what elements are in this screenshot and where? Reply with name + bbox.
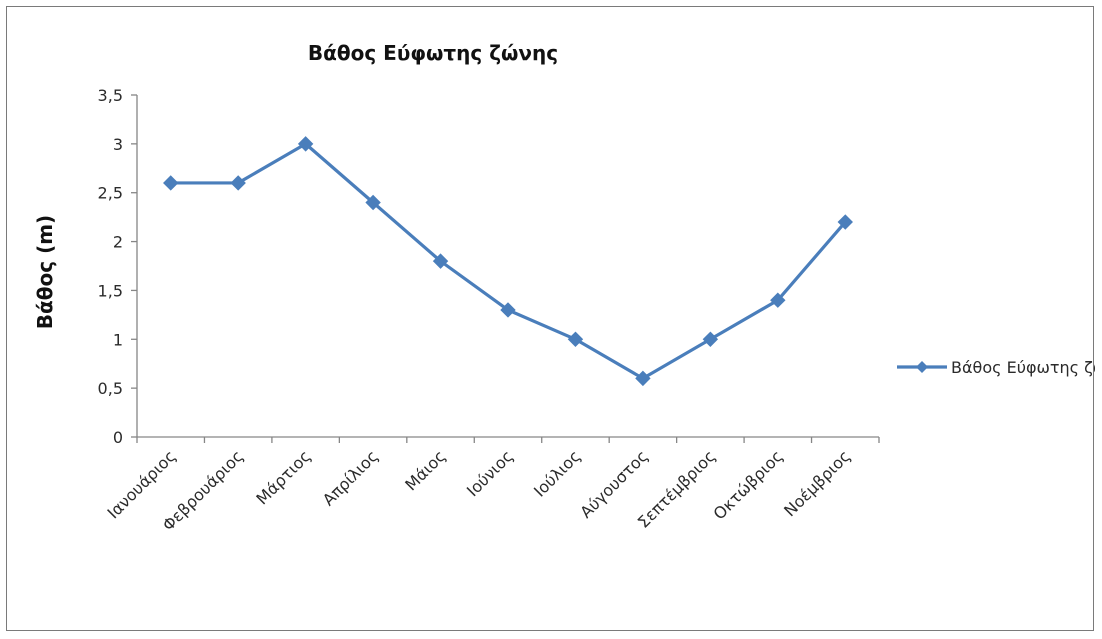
y-tick-label: 2 (113, 233, 123, 252)
data-point-marker (635, 370, 651, 387)
y-tick-label: 3,5 (98, 86, 123, 105)
y-tick-label: 1,5 (98, 281, 123, 300)
data-point-marker (837, 214, 853, 230)
data-point-marker (432, 253, 449, 269)
legend-marker (916, 361, 928, 373)
y-tick-label: 0 (113, 428, 123, 447)
chart-title: Βάθος Εύφωτης ζώνης (308, 41, 558, 65)
y-tick-label: 2,5 (98, 184, 123, 203)
data-point-marker (770, 292, 786, 308)
data-point-marker (163, 175, 179, 191)
x-tick-label: Ιούλιος (530, 446, 584, 500)
line-chart: Βάθος Εύφωτης ζώνης Βάθος (m) 0 0,5 1 1,5 2 2… (33, 41, 1095, 535)
x-tick-label: Ιούνιος (463, 446, 517, 500)
x-tick-label: Μάιος (401, 446, 449, 494)
series-layer (163, 136, 853, 387)
legend: Βάθος Εύφωτης ζώνης (897, 358, 1095, 377)
data-point-marker (230, 175, 246, 191)
data-point-marker (365, 194, 381, 211)
y-axis-ticks: 0 0,5 1 1,5 2 2,5 3 3,5 (98, 86, 137, 447)
data-point-marker (567, 331, 584, 347)
data-point-marker (702, 331, 719, 347)
data-point-marker (297, 136, 314, 152)
x-tick-label: Απρίλιος (319, 446, 382, 509)
series-line (170, 142, 847, 380)
legend-label: Βάθος Εύφωτης ζώνης (951, 358, 1095, 377)
x-tick-label: Μάρτιος (252, 446, 314, 508)
y-tick-label: 3 (113, 135, 123, 154)
data-point-marker (500, 302, 516, 318)
x-tick-label: Οκτώβριος (710, 446, 787, 523)
y-axis-label: Βάθος (m) (33, 215, 57, 329)
chart-frame: Βάθος Εύφωτης ζώνης Βάθος (m) 0 0,5 1 1,5 2 2… (6, 6, 1095, 631)
y-tick-label: 0,5 (98, 379, 123, 398)
y-tick-label: 1 (113, 330, 123, 349)
x-tick-label: Νοέμβριος (780, 446, 854, 520)
